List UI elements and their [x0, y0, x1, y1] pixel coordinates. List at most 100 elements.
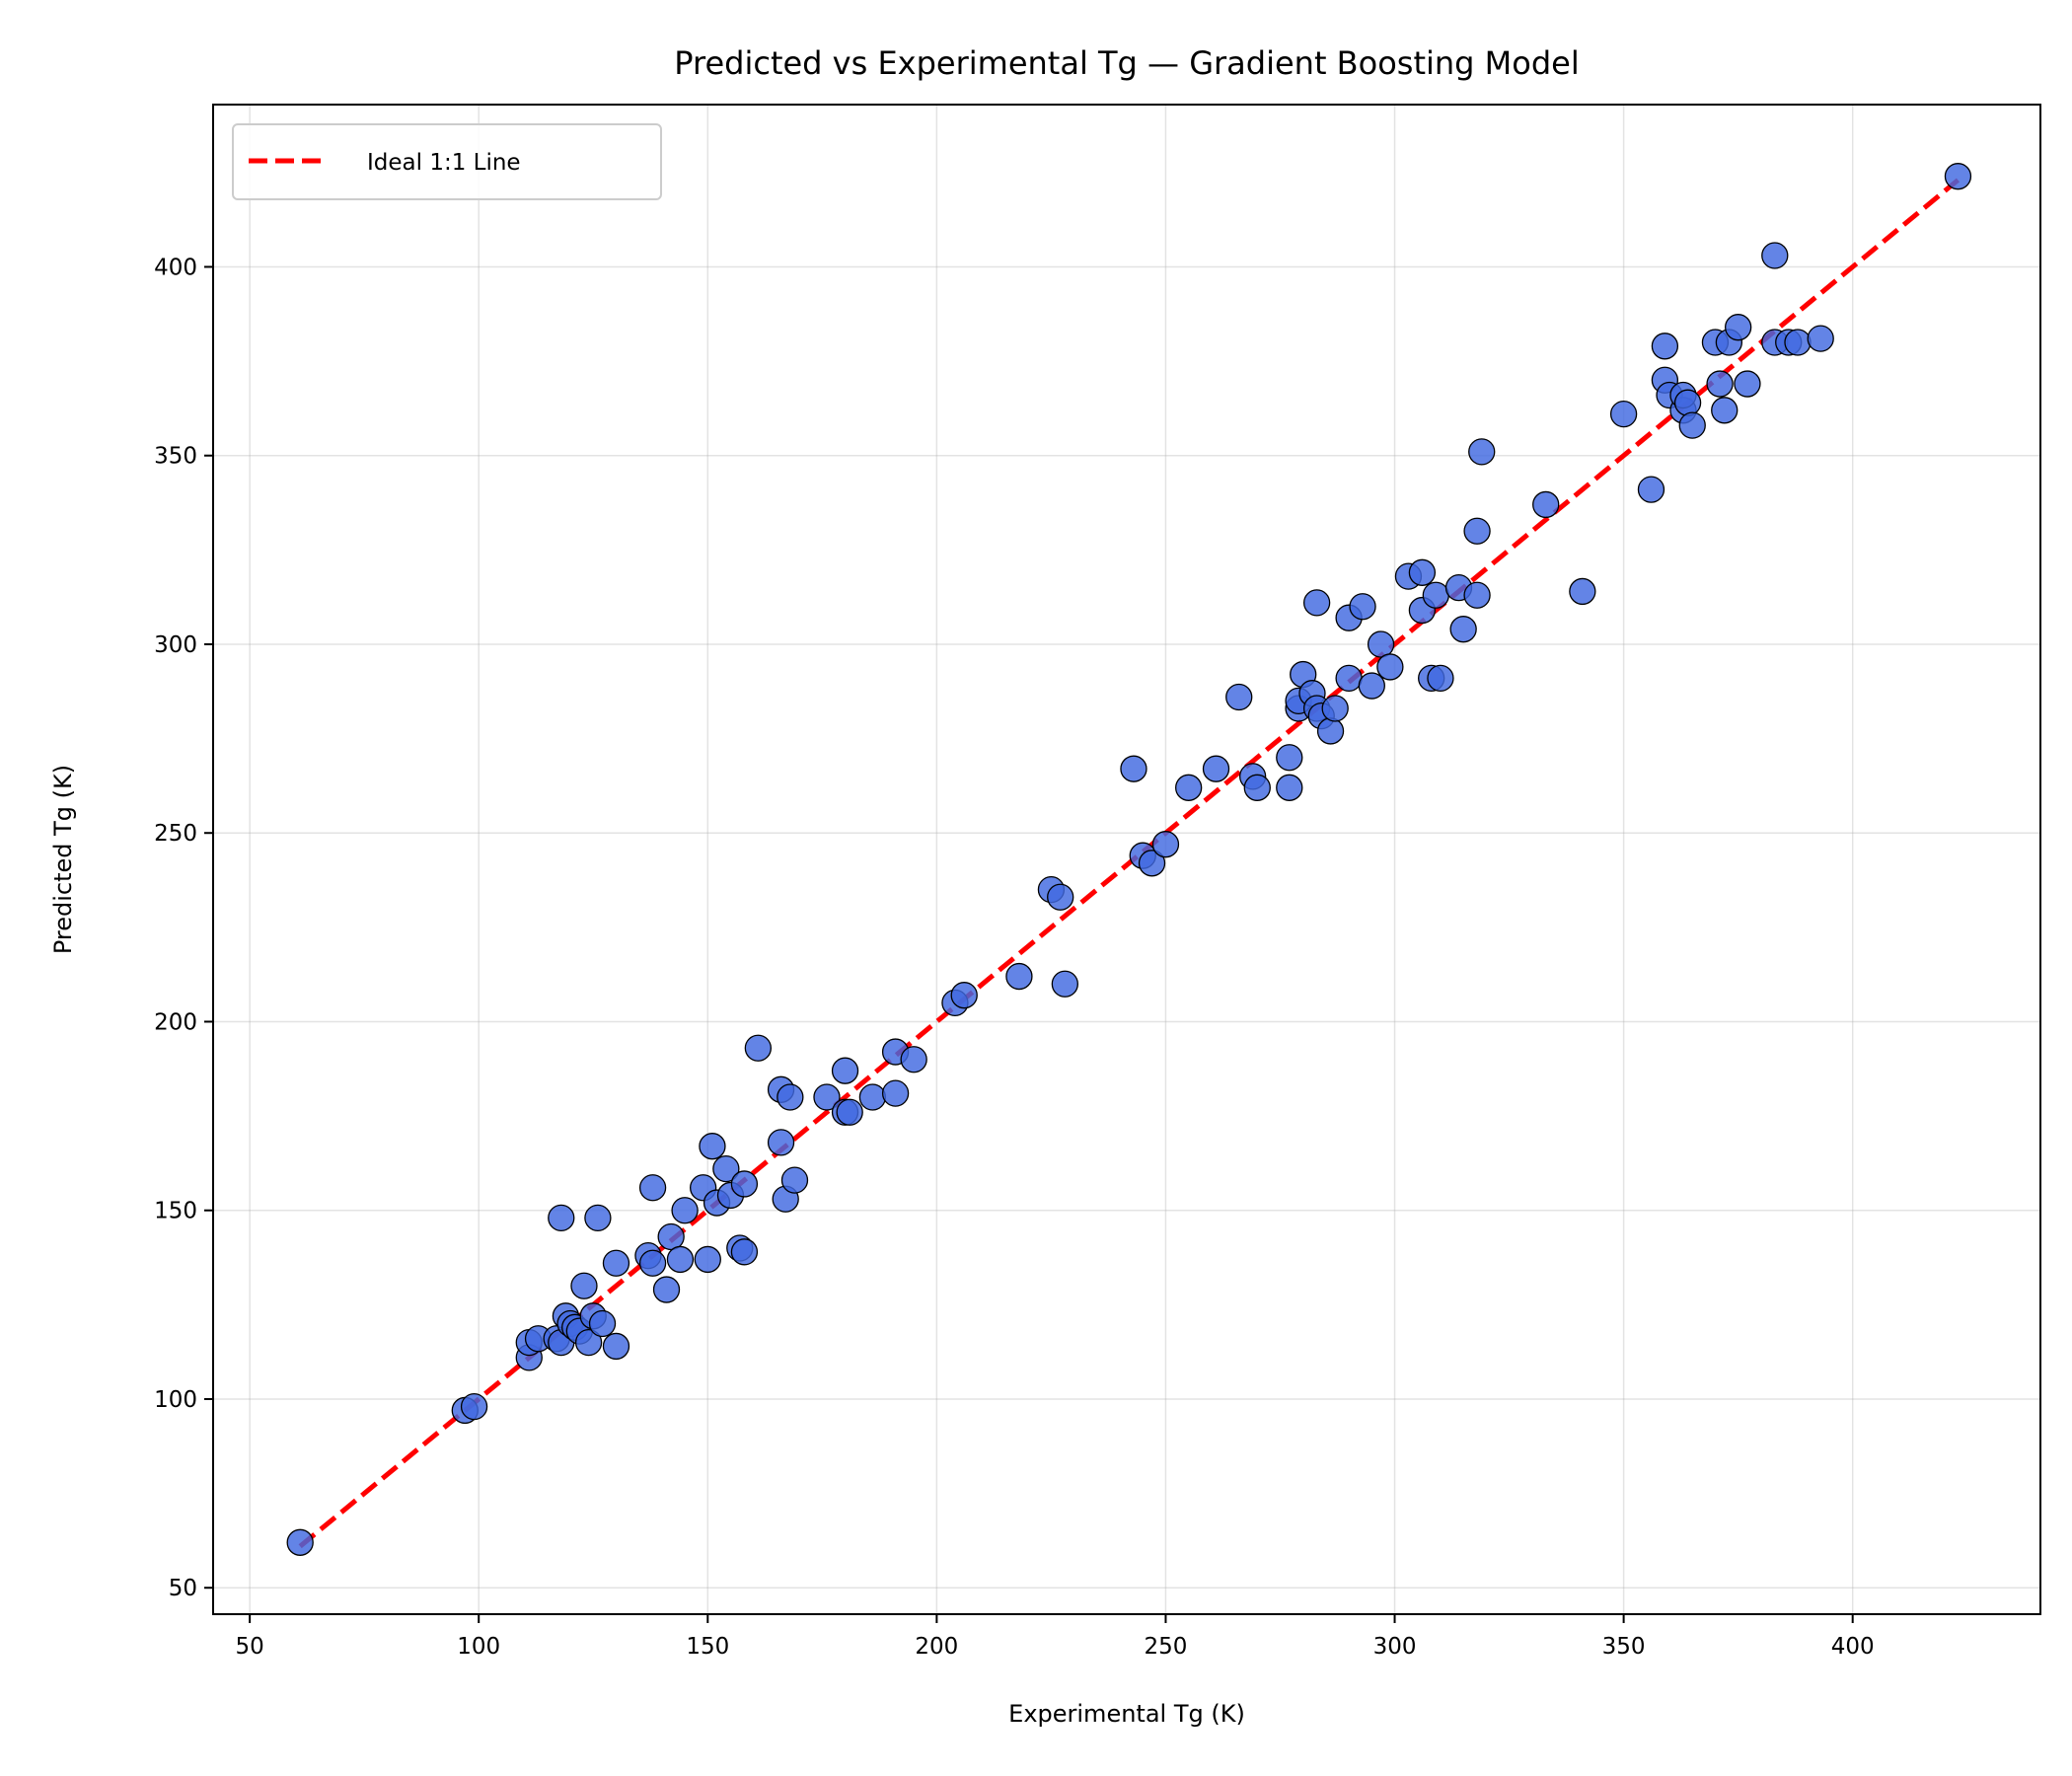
- legend-box: [232, 123, 662, 200]
- data-point: [671, 1197, 699, 1224]
- y-axis-ticks: 50 100 150 200 250 300 350 400: [154, 255, 213, 1601]
- data-point: [777, 1083, 804, 1111]
- data-point: [1637, 476, 1665, 503]
- data-point: [767, 1129, 795, 1156]
- plot-frame: [212, 104, 2041, 1615]
- x-tick-label: 300: [1373, 1634, 1417, 1660]
- data-point: [1711, 397, 1739, 424]
- data-point: [881, 1079, 910, 1107]
- data-point: [858, 1083, 887, 1111]
- data-point: [1673, 389, 1702, 416]
- data-point: [1047, 883, 1074, 911]
- data-point: [730, 1170, 759, 1198]
- legend: Ideal 1:1 Line: [232, 123, 662, 200]
- data-point: [1449, 616, 1477, 643]
- data-point: [584, 1204, 612, 1232]
- data-point: [1302, 589, 1331, 617]
- data-point: [666, 1245, 695, 1274]
- data-point: [1463, 517, 1491, 545]
- data-point: [1175, 774, 1203, 801]
- data-point: [602, 1249, 630, 1277]
- data-point: [900, 1046, 927, 1073]
- data-point: [588, 1309, 617, 1338]
- data-point: [657, 1222, 685, 1251]
- data-point: [1427, 664, 1454, 693]
- data-point: [286, 1528, 314, 1556]
- x-tick-label: 350: [1602, 1634, 1646, 1660]
- data-point: [652, 1276, 681, 1303]
- data-point: [1349, 593, 1376, 621]
- data-point: [730, 1238, 759, 1266]
- data-point: [1734, 370, 1761, 398]
- data-point: [1316, 717, 1345, 745]
- data-point: [1202, 755, 1230, 782]
- y-tick-label: 400: [154, 255, 197, 280]
- data-point: [1335, 664, 1363, 693]
- grid-lines: [213, 105, 2040, 1614]
- y-tick-label: 300: [154, 632, 197, 658]
- data-point: [1051, 970, 1078, 998]
- y-tick-label: 50: [169, 1576, 197, 1601]
- y-tick-label: 350: [154, 444, 197, 470]
- y-tick-label: 150: [154, 1199, 197, 1224]
- data-point: [813, 1083, 841, 1111]
- data-point: [1408, 558, 1437, 586]
- data-point: [1138, 850, 1166, 877]
- data-point: [780, 1166, 809, 1194]
- x-tick-label: 50: [235, 1634, 263, 1660]
- data-point: [460, 1392, 488, 1421]
- data-point: [744, 1034, 773, 1062]
- y-tick-label: 100: [154, 1387, 197, 1413]
- data-point: [1358, 672, 1385, 700]
- data-point: [1706, 370, 1734, 398]
- data-point: [712, 1155, 740, 1183]
- data-point: [638, 1249, 667, 1277]
- chart-title: Predicted vs Experimental Tg — Gradient …: [674, 44, 1579, 82]
- data-points: [286, 163, 1972, 1556]
- data-point: [1225, 683, 1253, 711]
- x-tick-label: 100: [457, 1634, 500, 1660]
- x-tick-label: 200: [915, 1634, 958, 1660]
- data-point: [548, 1204, 575, 1232]
- legend-label-ideal-line: Ideal 1:1 Line: [367, 150, 521, 176]
- data-point: [1463, 581, 1491, 609]
- data-point: [699, 1133, 726, 1160]
- x-tick-label: 150: [686, 1634, 729, 1660]
- data-point: [1005, 962, 1033, 991]
- y-tick-label: 250: [154, 821, 197, 847]
- data-point: [1944, 163, 1972, 190]
- data-point: [1151, 831, 1180, 858]
- data-point: [836, 1098, 863, 1126]
- data-point: [831, 1057, 859, 1084]
- data-point: [638, 1174, 667, 1202]
- data-point: [1761, 242, 1789, 269]
- data-point: [1321, 695, 1349, 722]
- data-point: [1569, 577, 1596, 606]
- data-point: [1376, 653, 1404, 681]
- data-point: [1276, 744, 1303, 772]
- data-point: [1468, 438, 1496, 466]
- data-point: [694, 1245, 721, 1274]
- data-point: [1678, 411, 1706, 439]
- data-point: [1807, 325, 1834, 352]
- data-point: [1532, 490, 1560, 519]
- data-point: [1609, 400, 1638, 428]
- data-point: [602, 1332, 630, 1361]
- x-axis-label: Experimental Tg (K): [1008, 1700, 1245, 1728]
- data-point: [1422, 581, 1449, 609]
- data-point: [1243, 774, 1271, 801]
- x-tick-label: 400: [1831, 1634, 1875, 1660]
- y-tick-label: 200: [154, 1009, 197, 1035]
- data-point: [1276, 774, 1303, 801]
- x-axis-ticks: 50 100 150 200 250 300 350 400: [235, 1614, 1875, 1660]
- data-point: [1367, 630, 1395, 658]
- data-point: [1651, 333, 1679, 360]
- y-axis-label: Predicted Tg (K): [49, 765, 77, 954]
- data-point: [1120, 755, 1147, 782]
- data-point: [570, 1272, 598, 1299]
- data-point: [950, 982, 978, 1009]
- x-tick-label: 250: [1145, 1634, 1188, 1660]
- data-point: [574, 1328, 603, 1357]
